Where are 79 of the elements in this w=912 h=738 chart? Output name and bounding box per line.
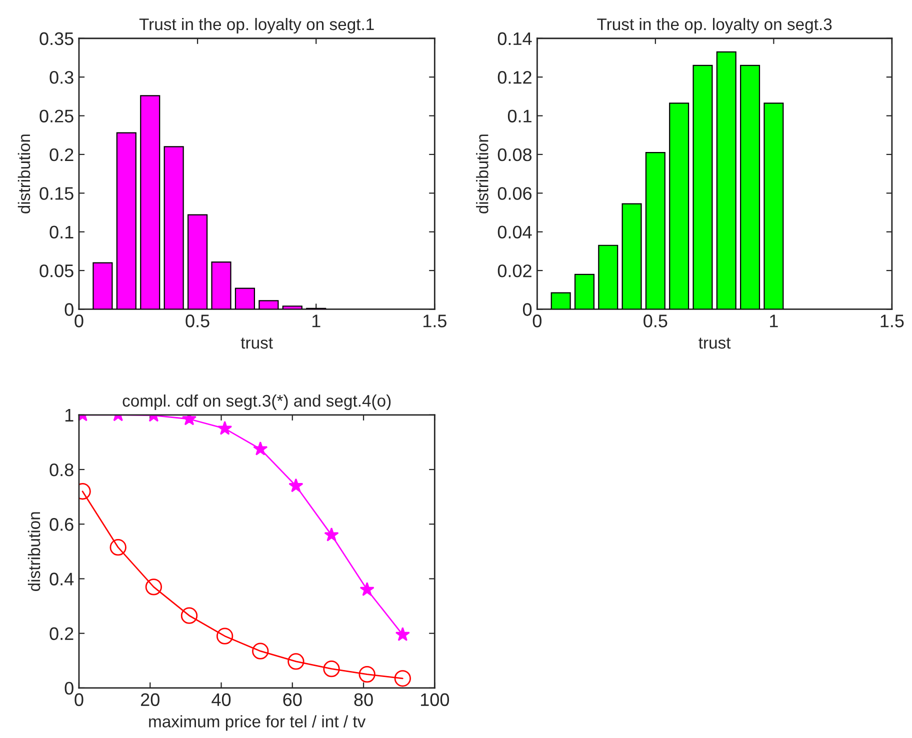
y-tick-label: 0.4 [50,572,74,586]
x-axis-title: trust [240,338,273,349]
x-tick-label: 1 [770,314,778,328]
x-tick-label: 0.5 [644,314,668,328]
point [288,478,304,492]
x-axis-title: maximum price for tel / int / tv [149,715,366,731]
bar [164,146,184,310]
bar [645,152,666,310]
bar [258,300,279,310]
y-tick-label: 0.05 [40,264,74,278]
point [323,660,340,678]
y-tick-label: 0.8 [50,463,74,476]
y-tick-label: 0.1 [50,226,74,239]
point [358,666,376,683]
bar [598,244,618,310]
x-tick-label: 0 [74,314,84,328]
bar [692,64,713,310]
point [394,670,411,687]
y-tick-label: 0.08 [498,148,532,162]
bar [764,102,784,310]
y-tick-label: 0.04 [498,226,532,239]
x-axis-title: trust [698,338,731,349]
bar [550,292,571,310]
x-tick-label: 0 [74,693,84,706]
bar [622,203,642,310]
x-tick-label: 100 [420,693,450,706]
point [180,607,198,624]
y-tick-label: 0.1 [508,110,532,122]
x-tick-label: 80 [354,693,373,706]
chart-title: Trust in the op. loyalty on segt.3 [597,18,832,34]
x-tick-label: 1.5 [423,314,446,328]
point [145,578,162,596]
x-tick-label: 20 [140,693,160,706]
point [288,653,304,670]
point [395,627,410,642]
point [110,539,126,556]
bar [116,132,136,310]
x-tick-label: 0 [532,314,542,328]
bar [669,102,690,310]
y-tick-label: 0 [64,303,74,316]
x-tick-label: 0.5 [186,314,210,328]
y-tick-label: 1 [65,409,74,422]
y-tick-label: 0.3 [50,71,74,84]
bar [92,262,113,310]
bar [574,274,594,310]
y-axis-title: distribution [28,512,40,592]
y-tick-label: 0.2 [50,148,74,162]
y-tick-label: 0.2 [50,627,74,640]
y-tick-label: 0.25 [40,110,74,122]
bar [234,288,256,310]
y-tick-label: 0 [64,682,74,695]
bar [740,64,760,310]
bar [716,51,736,310]
bar [188,214,208,310]
bar [140,95,160,310]
point [216,628,234,644]
bar [282,306,302,310]
chart-title: compl. cdf on segt.3(*) and segt.4(o) [122,394,391,410]
point [252,642,269,660]
x-tick-label: 60 [283,693,302,706]
point [253,441,268,456]
x-tick-label: 40 [212,693,231,706]
point [218,420,232,435]
y-tick-label: 0.02 [498,264,532,278]
y-tick-label: 0.06 [498,187,532,200]
y-tick-label: 0 [522,303,532,316]
y-tick-label: 0.15 [40,187,74,200]
y-tick-label: 0.12 [498,71,532,84]
y-axis-title: distribution [476,134,488,214]
x-tick-label: 1 [312,314,320,328]
y-tick-label: 0.14 [498,32,532,46]
bar [211,261,232,310]
y-axis-title: distribution [18,134,30,214]
chart-title: Trust in the op. loyalty on segt.1 [139,18,374,34]
point [324,527,339,542]
point [360,582,374,596]
y-tick-label: 0.35 [40,32,74,46]
x-tick-label: 1.5 [880,314,904,328]
y-tick-label: 0.6 [50,518,74,531]
